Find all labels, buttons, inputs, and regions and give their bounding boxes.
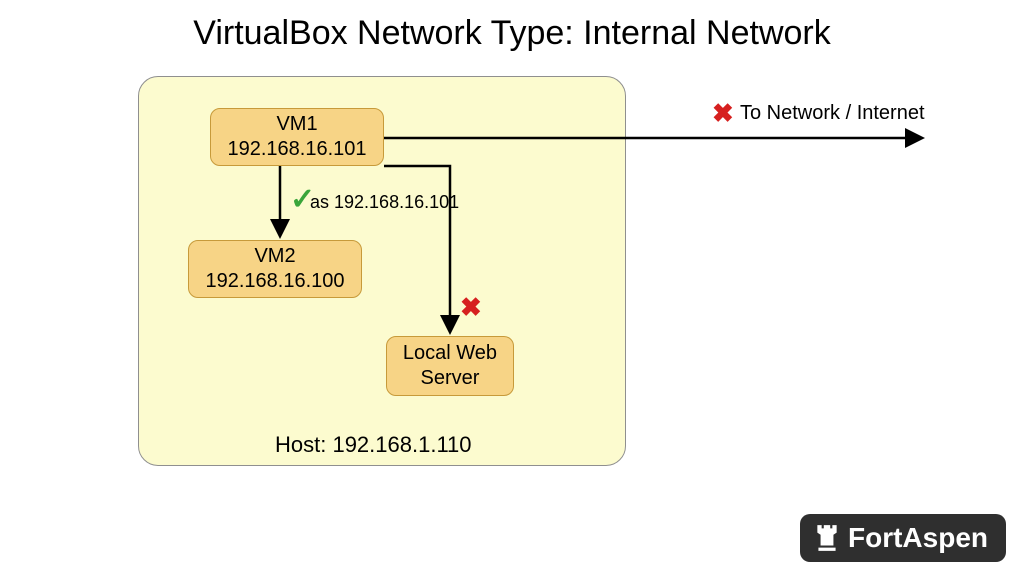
node-localweb-line1: Local Web [403, 341, 497, 366]
cross-icon: ✖ [460, 292, 482, 323]
node-vm1: VM1 192.168.16.101 [210, 108, 384, 166]
node-local-web-server: Local Web Server [386, 336, 514, 396]
node-vm1-ip: 192.168.16.101 [227, 137, 366, 162]
host-label: Host: 192.168.1.110 [275, 432, 472, 458]
node-localweb-line2: Server [421, 366, 480, 391]
node-vm2-ip: 192.168.16.100 [205, 269, 344, 294]
node-vm1-name: VM1 [276, 112, 317, 137]
edge-label-to-internet: To Network / Internet [740, 102, 925, 125]
cross-icon: ✖ [712, 98, 734, 129]
node-vm2-name: VM2 [254, 244, 295, 269]
edge-label-as-ip: as 192.168.16.101 [310, 192, 459, 213]
logo-text: FortAspen [848, 522, 988, 554]
diagram-title: VirtualBox Network Type: Internal Networ… [0, 14, 1024, 53]
logo-fortaspen: FortAspen [800, 514, 1006, 562]
check-icon: ✓ [290, 182, 315, 217]
rook-icon [814, 523, 840, 553]
node-vm2: VM2 192.168.16.100 [188, 240, 362, 298]
